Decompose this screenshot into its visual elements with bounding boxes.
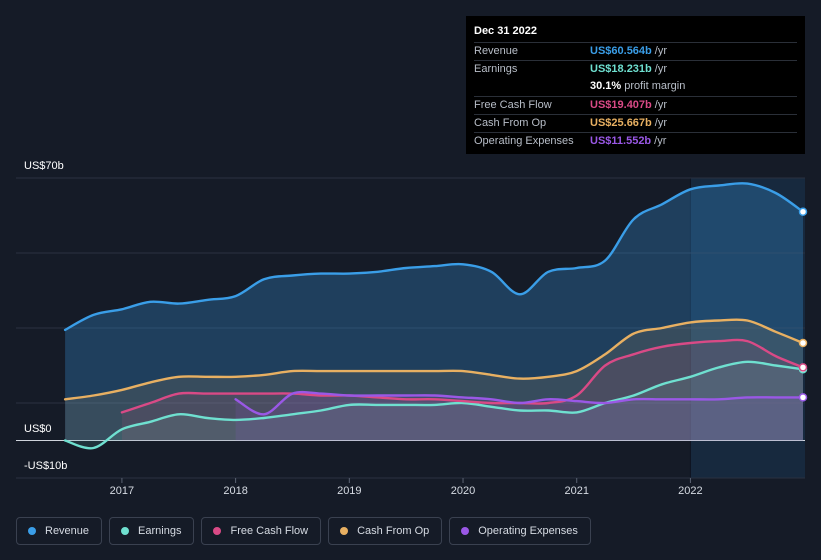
cash-from-op-dot-icon bbox=[340, 527, 349, 535]
free-cash-flow-end-marker bbox=[798, 363, 808, 372]
tooltip-label: Revenue bbox=[474, 45, 519, 57]
x-tick-2017: 2017 bbox=[109, 485, 135, 497]
series-end-markers bbox=[798, 207, 808, 402]
cash-from-op-end-marker bbox=[798, 338, 808, 348]
data-tooltip: Dec 31 2022 Revenue US$60.564b /yr Earni… bbox=[466, 16, 805, 154]
tooltip-label bbox=[474, 78, 590, 95]
tooltip-row-revenue: Revenue US$60.564b /yr bbox=[474, 42, 797, 60]
tooltip-unit: /yr bbox=[654, 98, 667, 111]
operating-expenses-line bbox=[234, 390, 805, 416]
cash-from-op-line bbox=[63, 318, 805, 401]
tooltip-label: Operating Expenses bbox=[474, 134, 574, 147]
tooltip-label: Earnings bbox=[474, 63, 518, 76]
legend-item-cash-from-op[interactable]: Cash From Op bbox=[328, 517, 443, 545]
legend-label: Cash From Op bbox=[357, 525, 430, 537]
tooltip-unit: /yr bbox=[654, 116, 667, 129]
revenue-dot-icon bbox=[28, 527, 36, 535]
free-cash-flow-dot-icon bbox=[213, 527, 222, 535]
tooltip-row-profit-margin: 30.1% profit margin bbox=[474, 78, 797, 95]
legend-label: Revenue bbox=[45, 525, 90, 537]
legend-item-earnings[interactable]: Earnings bbox=[109, 517, 195, 545]
tooltip-row-free-cash-flow: Free Cash Flow US$19.407b /yr bbox=[474, 95, 797, 114]
tooltip-value: US$19.407b bbox=[590, 98, 652, 111]
tooltip-value: US$11.552b bbox=[590, 134, 652, 147]
legend-item-operating-expenses[interactable]: Operating Expenses bbox=[449, 517, 591, 545]
tooltip-label: Free Cash Flow bbox=[474, 98, 552, 111]
tooltip-date: Dec 31 2022 bbox=[474, 25, 537, 37]
series-areas bbox=[65, 183, 804, 449]
tooltip-value: US$60.564b bbox=[590, 45, 652, 57]
tooltip-value: US$25.667b bbox=[590, 116, 652, 129]
earnings-line bbox=[63, 360, 805, 450]
tooltip-unit: profit margin bbox=[624, 80, 686, 93]
revenue-line bbox=[63, 182, 805, 332]
tooltip-value: 30.1% bbox=[590, 80, 622, 93]
y-tick-zero: US$0 bbox=[24, 423, 52, 435]
free-cash-flow-line bbox=[120, 338, 805, 414]
legend-item-free-cash-flow[interactable]: Free Cash Flow bbox=[201, 517, 322, 545]
legend-label: Earnings bbox=[138, 525, 182, 537]
operating-expenses-end-marker bbox=[798, 393, 808, 402]
x-tick-2020: 2020 bbox=[450, 485, 476, 497]
tooltip-unit: /yr bbox=[654, 134, 667, 147]
tooltip-row-operating-expenses: Operating Expenses US$11.552b /yr bbox=[474, 131, 797, 150]
legend-label: Free Cash Flow bbox=[230, 525, 309, 537]
y-tick-bottom: -US$10b bbox=[24, 460, 68, 472]
y-tick-top: US$70b bbox=[24, 160, 64, 172]
revenue-end-marker bbox=[798, 207, 808, 216]
operating-expenses-dot-icon bbox=[461, 527, 470, 535]
x-tick-2022: 2022 bbox=[678, 485, 703, 497]
x-tick-2019: 2019 bbox=[337, 485, 362, 497]
tooltip-label: Cash From Op bbox=[474, 116, 547, 129]
tooltip-unit: /yr bbox=[654, 63, 667, 76]
legend-item-revenue[interactable]: Revenue bbox=[16, 517, 103, 545]
series-lines bbox=[63, 182, 805, 450]
tooltip-row-cash-from-op: Cash From Op US$25.667b /yr bbox=[474, 113, 797, 132]
x-tick-2021: 2021 bbox=[564, 485, 589, 497]
x-tick-2018: 2018 bbox=[223, 485, 248, 497]
tooltip-value: US$18.231b bbox=[590, 63, 652, 76]
tooltip-unit: /yr bbox=[654, 45, 667, 57]
chart-legend: Revenue Earnings Free Cash Flow Cash Fro… bbox=[16, 517, 598, 545]
earnings-dot-icon bbox=[121, 527, 130, 535]
tooltip-row-earnings: Earnings US$18.231b /yr bbox=[474, 60, 797, 78]
legend-label: Operating Expenses bbox=[478, 525, 578, 537]
